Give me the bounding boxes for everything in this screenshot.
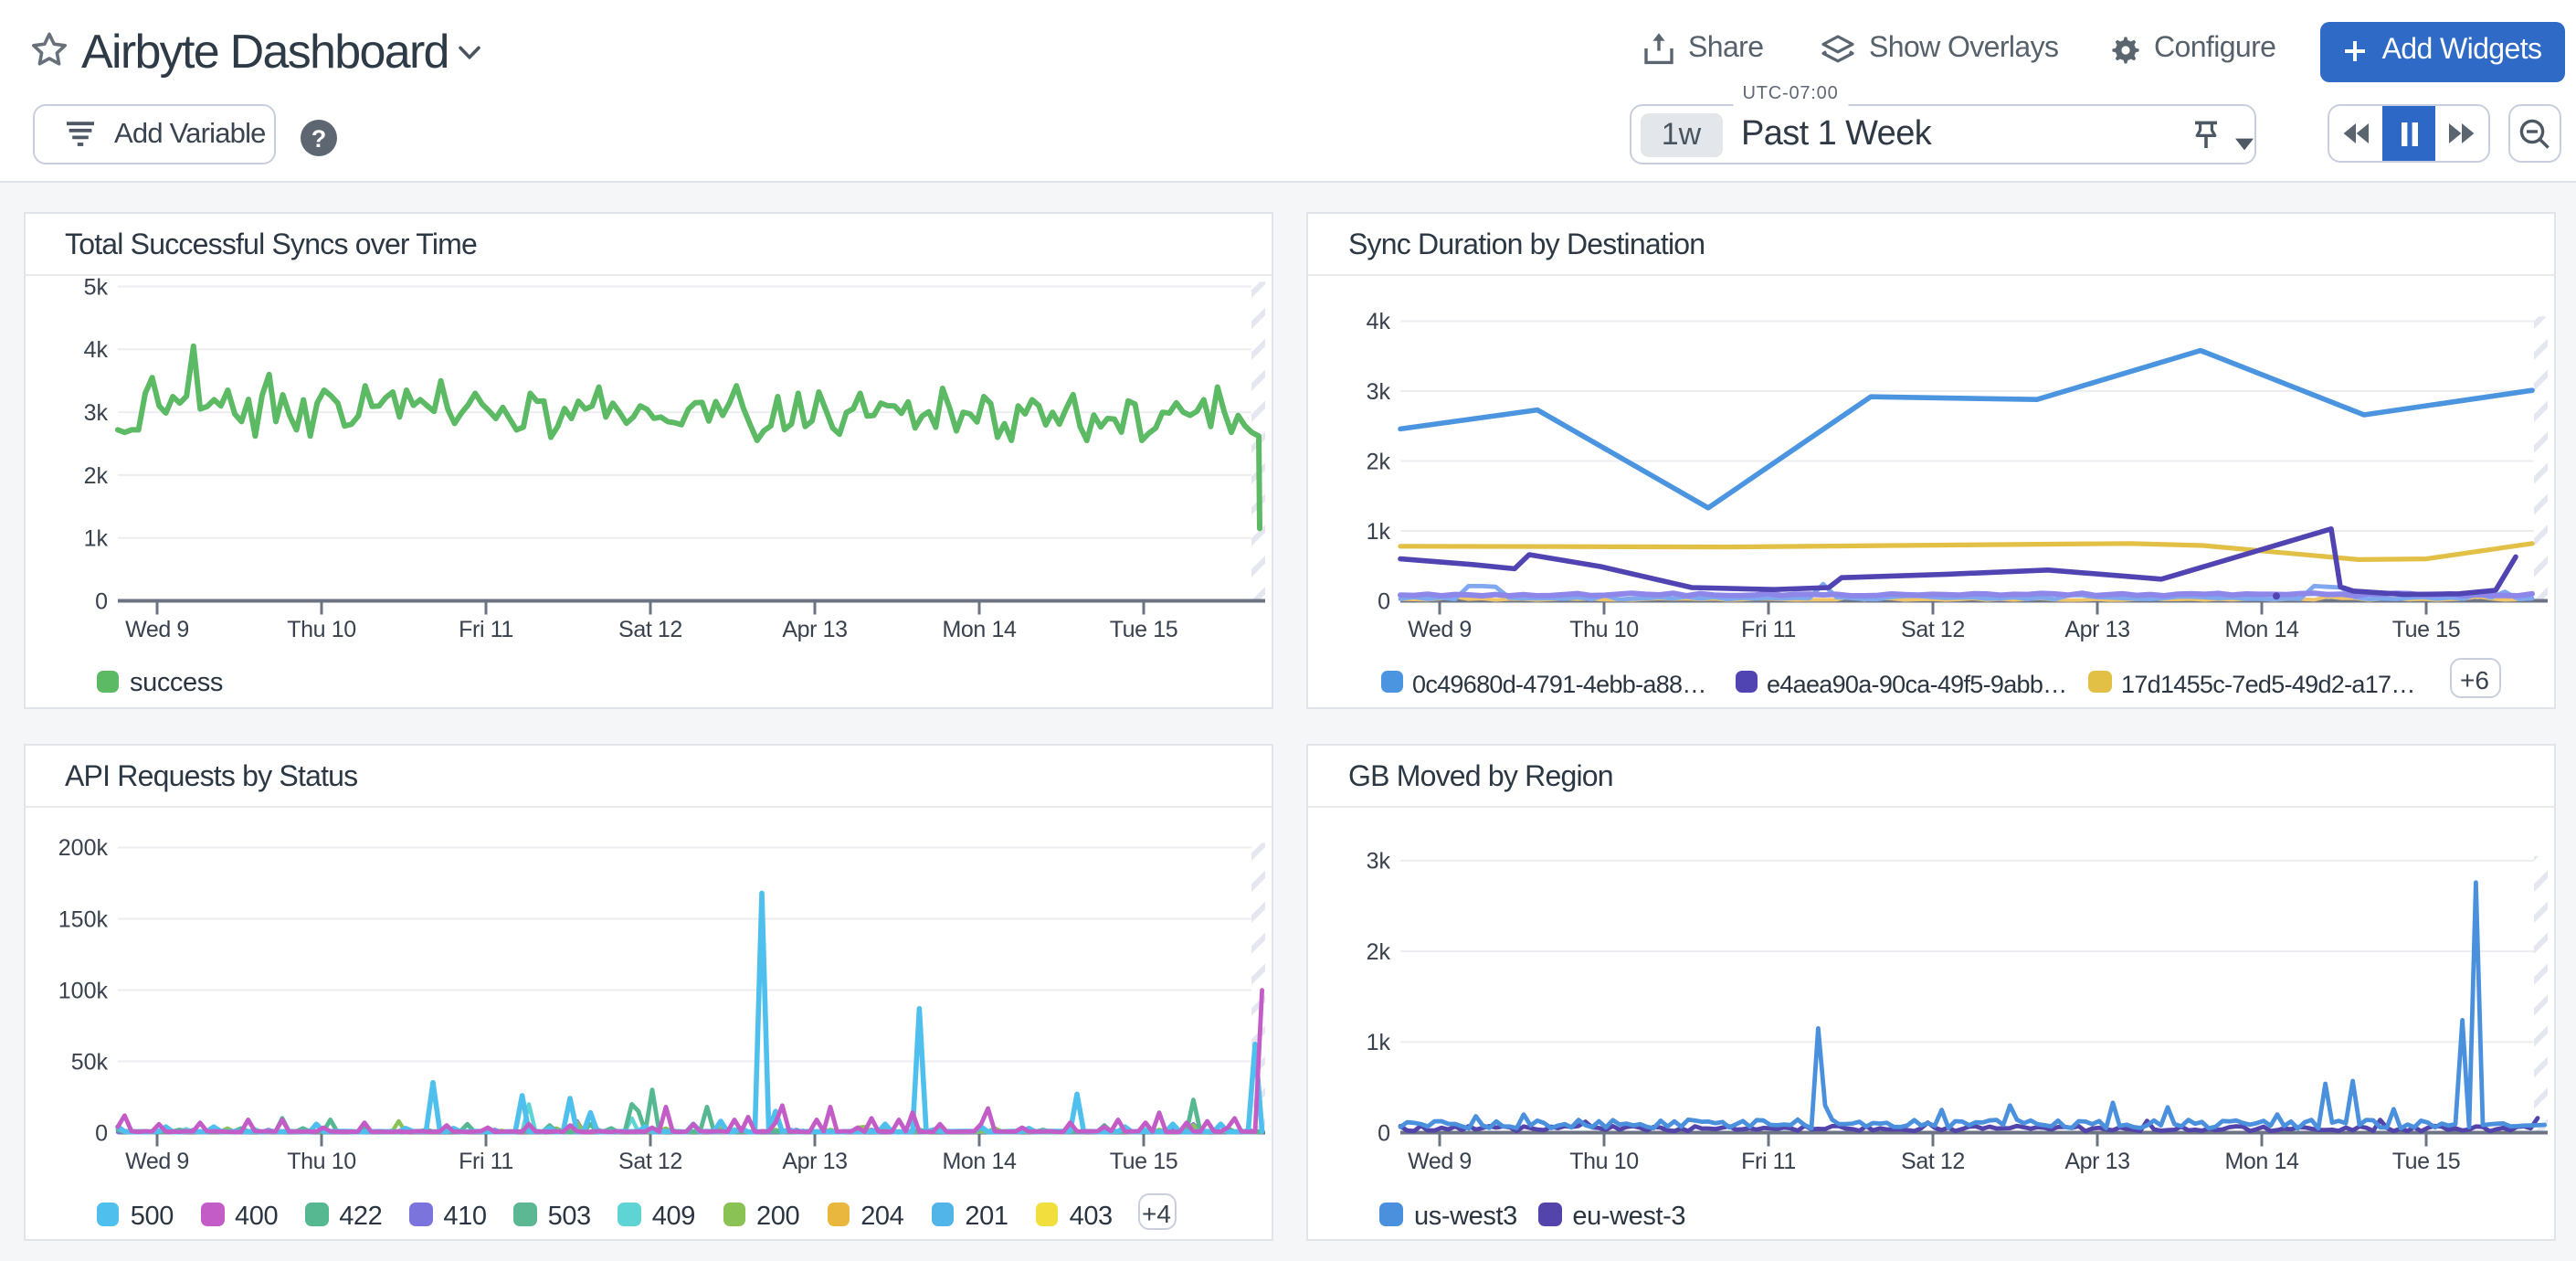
svg-text:3k: 3k bbox=[1367, 378, 1391, 404]
svg-text:Mon 14: Mon 14 bbox=[2225, 616, 2299, 641]
svg-text:Fri 11: Fri 11 bbox=[1741, 1149, 1796, 1174]
svg-text:2k: 2k bbox=[83, 462, 108, 488]
svg-text:3k: 3k bbox=[83, 399, 108, 425]
svg-text:4k: 4k bbox=[83, 336, 108, 362]
svg-text:3k: 3k bbox=[1367, 849, 1391, 874]
svg-text:Apr 13: Apr 13 bbox=[781, 616, 846, 641]
svg-text:Wed 9: Wed 9 bbox=[124, 616, 188, 641]
svg-text:Sat 12: Sat 12 bbox=[618, 1149, 681, 1174]
svg-text:Wed 9: Wed 9 bbox=[1408, 616, 1472, 641]
svg-text:1k: 1k bbox=[83, 525, 108, 551]
svg-text:Mon 14: Mon 14 bbox=[942, 1149, 1016, 1174]
svg-text:Apr 13: Apr 13 bbox=[2064, 616, 2129, 641]
svg-text:Thu 10: Thu 10 bbox=[1569, 616, 1638, 641]
svg-text:Fri 11: Fri 11 bbox=[458, 616, 512, 641]
svg-text:Wed 9: Wed 9 bbox=[1408, 1149, 1472, 1174]
svg-text:Sat 12: Sat 12 bbox=[618, 616, 681, 641]
svg-text:Tue 15: Tue 15 bbox=[2392, 616, 2461, 641]
svg-text:Fri 11: Fri 11 bbox=[1741, 616, 1796, 641]
svg-text:0: 0 bbox=[1378, 1120, 1390, 1146]
svg-text:2k: 2k bbox=[1367, 939, 1391, 965]
svg-text:?: ? bbox=[311, 125, 327, 153]
svg-text:Sat 12: Sat 12 bbox=[1901, 616, 1965, 641]
svg-text:Fri 11: Fri 11 bbox=[458, 1149, 512, 1174]
svg-text:4k: 4k bbox=[1367, 308, 1391, 334]
svg-text:150k: 150k bbox=[58, 906, 108, 932]
svg-text:200k: 200k bbox=[58, 835, 108, 861]
svg-text:2k: 2k bbox=[1367, 448, 1391, 473]
svg-text:5k: 5k bbox=[83, 275, 108, 299]
svg-text:50k: 50k bbox=[70, 1049, 108, 1075]
svg-text:0: 0 bbox=[94, 588, 107, 613]
svg-text:1k: 1k bbox=[1367, 518, 1391, 544]
svg-text:Sat 12: Sat 12 bbox=[1901, 1149, 1965, 1174]
svg-text:Thu 10: Thu 10 bbox=[1569, 1149, 1638, 1174]
svg-text:Apr 13: Apr 13 bbox=[2064, 1149, 2129, 1174]
svg-text:Thu 10: Thu 10 bbox=[286, 1149, 354, 1174]
svg-text:0: 0 bbox=[94, 1120, 107, 1146]
svg-text:Tue 15: Tue 15 bbox=[1109, 1149, 1177, 1174]
svg-text:Mon 14: Mon 14 bbox=[2225, 1149, 2299, 1174]
svg-text:Tue 15: Tue 15 bbox=[2392, 1149, 2461, 1174]
svg-text:1k: 1k bbox=[1367, 1030, 1391, 1055]
svg-text:Thu 10: Thu 10 bbox=[286, 616, 354, 641]
svg-text:Apr 13: Apr 13 bbox=[781, 1149, 846, 1174]
svg-text:0: 0 bbox=[1378, 588, 1390, 613]
svg-text:Mon 14: Mon 14 bbox=[942, 616, 1016, 641]
svg-text:Tue 15: Tue 15 bbox=[1109, 616, 1177, 641]
svg-text:100k: 100k bbox=[58, 978, 108, 1003]
svg-text:Wed 9: Wed 9 bbox=[124, 1149, 188, 1174]
